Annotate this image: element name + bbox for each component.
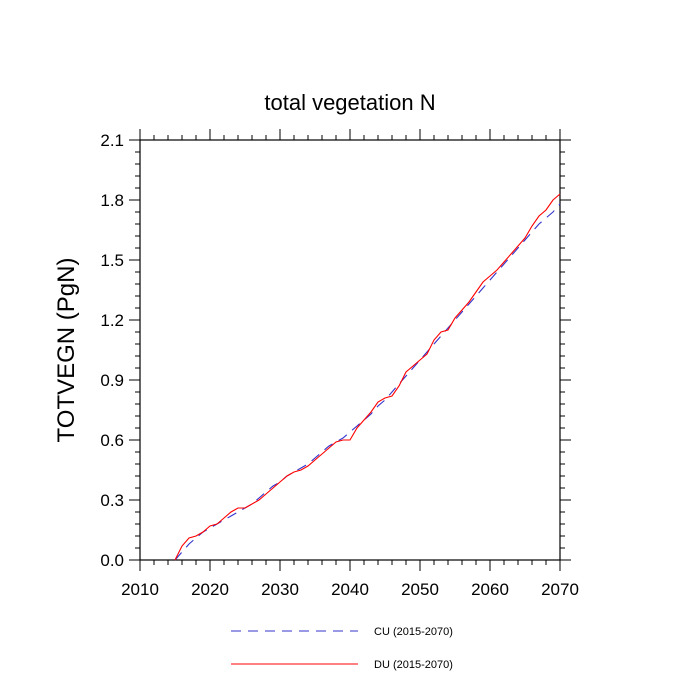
x-tick-label: 2070 <box>541 580 579 599</box>
y-tick-label: 1.2 <box>100 311 124 330</box>
y-axis-label: TOTVEGN (PgN) <box>53 258 80 443</box>
series-line-du <box>174 193 561 561</box>
series-line-cu <box>174 203 561 561</box>
y-tick-label: 0.6 <box>100 431 124 450</box>
plot-frame <box>139 139 561 561</box>
y-tick-label: 1.5 <box>100 251 124 270</box>
x-tick-label: 2010 <box>121 580 159 599</box>
legend: CU (2015-2070) DU (2015-2070) <box>231 626 453 671</box>
y-tick-label: 0.0 <box>100 551 124 570</box>
y-tick-label: 2.1 <box>100 131 124 150</box>
y-tick-label: 0.3 <box>100 491 124 510</box>
legend-label: CU (2015-2070) <box>374 626 453 638</box>
legend-label: DU (2015-2070) <box>374 659 453 671</box>
plot-area: 2010 2020 2030 2040 2050 2060 2070 0.0 0.3 0.6 0.9… <box>100 129 579 599</box>
chart-title: total vegetation N <box>264 90 435 115</box>
x-tick-label: 2020 <box>191 580 229 599</box>
x-tick-label: 2030 <box>261 580 299 599</box>
x-tick-label: 2060 <box>471 580 509 599</box>
y-tick-label: 0.9 <box>100 371 124 390</box>
x-tick-label: 2050 <box>401 580 439 599</box>
y-tick-label: 1.8 <box>100 191 124 210</box>
x-tick-label: 2040 <box>331 580 369 599</box>
